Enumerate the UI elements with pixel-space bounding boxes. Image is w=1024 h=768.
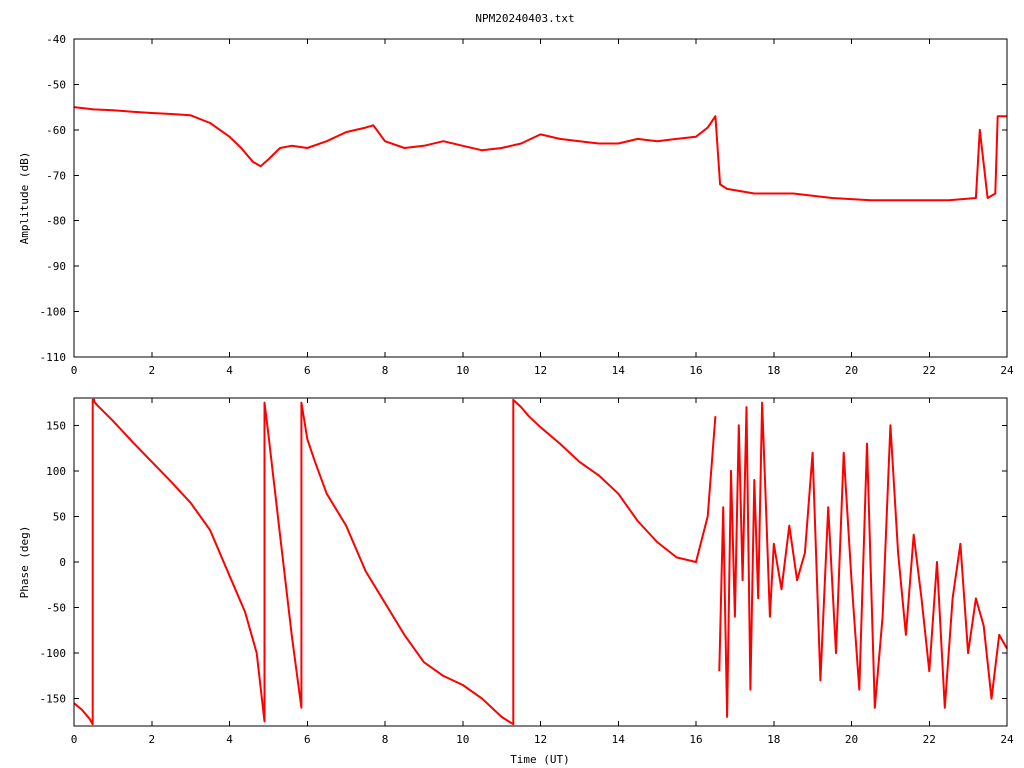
- phase-x-tick-label: 16: [689, 733, 702, 746]
- phase-x-tick-label: 0: [71, 733, 78, 746]
- amplitude-x-tick-label: 6: [304, 364, 311, 377]
- phase-y-axis-label: Phase (deg): [18, 526, 31, 599]
- phase-x-tick-label: 10: [456, 733, 469, 746]
- phase-y-tick-label: 0: [59, 556, 66, 569]
- phase-x-tick-label: 4: [226, 733, 233, 746]
- amplitude-y-axis-label: Amplitude (dB): [18, 152, 31, 245]
- amplitude-y-tick-label: -40: [46, 33, 66, 46]
- amplitude-x-tick-label: 8: [382, 364, 389, 377]
- phase-y-tick-label: -150: [40, 693, 67, 706]
- phase-x-tick-label: 8: [382, 733, 389, 746]
- amplitude-y-tick-label: -90: [46, 260, 66, 273]
- amplitude-x-tick-label: 14: [612, 364, 626, 377]
- phase-x-tick-label: 24: [1000, 733, 1014, 746]
- phase-series-line-1: [718, 401, 1008, 718]
- amplitude-series-line-0: [73, 106, 1007, 202]
- phase-x-tick-label: 20: [845, 733, 858, 746]
- amplitude-y-tick-label: -50: [46, 78, 66, 91]
- amplitude-x-tick-label: 22: [923, 364, 936, 377]
- amplitude-x-tick-label: 20: [845, 364, 858, 377]
- phase-x-tick-label: 6: [304, 733, 311, 746]
- chart-title: NPM20240403.txt: [475, 12, 574, 25]
- amplitude-y-tick-label: -100: [40, 306, 67, 319]
- phase-panel: 0 2 4 6 8 10 12 14 16 18 20 22 24-150-100-5005010015…: [40, 397, 1014, 746]
- phase-y-tick-label: -50: [46, 602, 66, 615]
- amplitude-x-tick-label: 2: [148, 364, 155, 377]
- phase-y-tick-label: 150: [46, 419, 66, 432]
- amplitude-x-tick-label: 10: [456, 364, 469, 377]
- phase-y-tick-label: 100: [46, 465, 66, 478]
- time-x-axis-label: Time (UT): [510, 753, 570, 766]
- amplitude-x-tick-label: 4: [226, 364, 233, 377]
- amplitude-y-tick-label: -110: [40, 351, 67, 364]
- amplitude-panel: 0 2 4 6 8 10 12 14 16 18 20 22 24-110-100-90-80-70-6…: [40, 33, 1014, 377]
- amplitude-x-tick-label: 16: [689, 364, 702, 377]
- amplitude-x-tick-label: 12: [534, 364, 547, 377]
- phase-series-line-0: [73, 398, 717, 726]
- amplitude-x-tick-label: 18: [767, 364, 780, 377]
- amplitude-y-tick-label: -70: [46, 169, 66, 182]
- phase-x-tick-label: 14: [612, 733, 626, 746]
- phase-x-tick-label: 18: [767, 733, 780, 746]
- phase-y-tick-label: 50: [53, 510, 66, 523]
- amplitude-y-tick-label: -80: [46, 215, 66, 228]
- phase-x-tick-label: 22: [923, 733, 936, 746]
- phase-x-tick-label: 12: [534, 733, 547, 746]
- amplitude-x-tick-label: 0: [71, 364, 78, 377]
- amplitude-x-tick-label: 24: [1000, 364, 1014, 377]
- phase-x-tick-label: 2: [148, 733, 155, 746]
- phase-y-tick-label: -100: [40, 647, 67, 660]
- amplitude-y-tick-label: -60: [46, 124, 66, 137]
